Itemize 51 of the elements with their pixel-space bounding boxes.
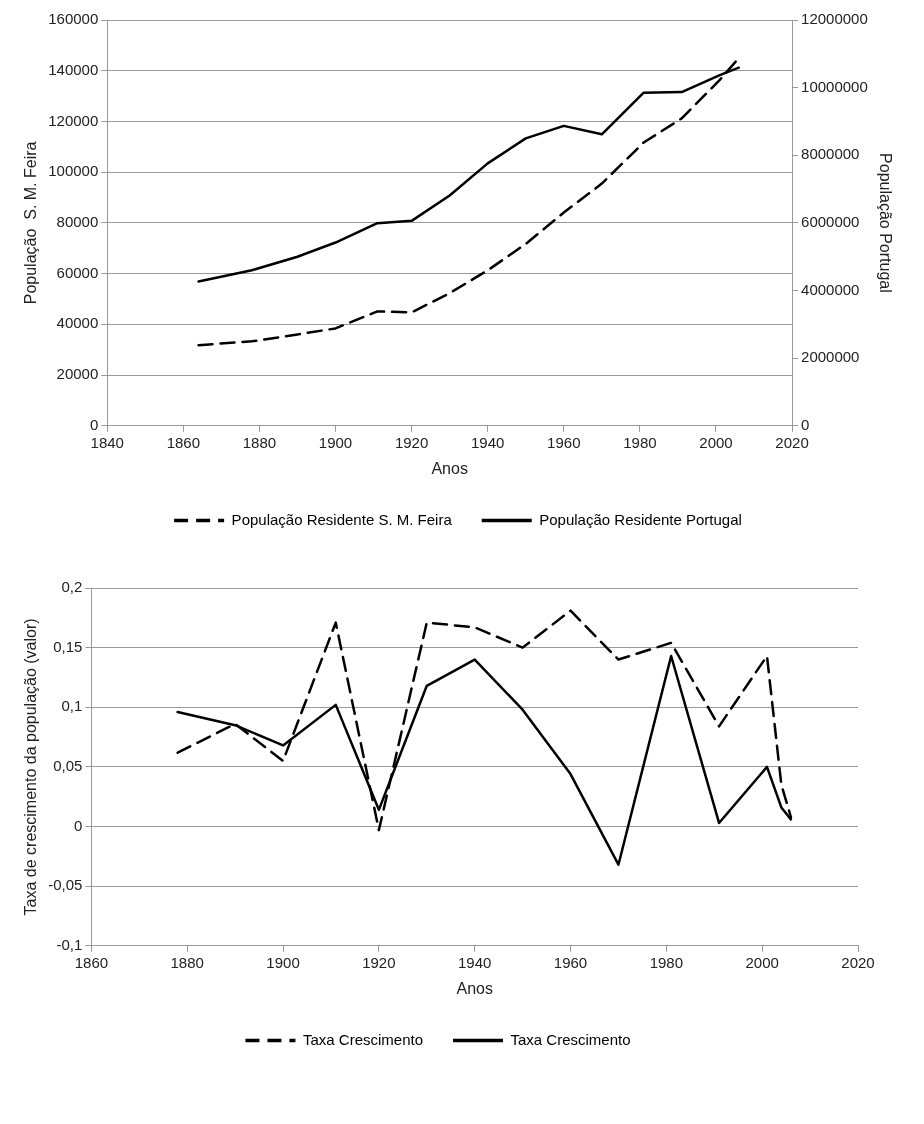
- x-tick-label: 1860: [166, 433, 201, 451]
- y-tick-label: 0,05: [53, 757, 83, 775]
- x-tick-label: 1940: [471, 433, 505, 451]
- y-axis-title: Taxa de crescimento da população (valor): [22, 618, 40, 916]
- legend-label: Taxa Crescimento: [302, 1030, 423, 1048]
- x-axis-title: Anos: [456, 979, 493, 997]
- x-tick-label: 1840: [90, 433, 124, 451]
- legend-label: População Residente S. M. Feira: [231, 510, 453, 528]
- y-tick-label: 120000: [48, 111, 99, 129]
- y-tick-label: 0,15: [53, 637, 83, 655]
- x-tick-label: 1920: [394, 433, 429, 451]
- y2-tick-label: 0: [801, 415, 810, 433]
- y2-tick-label: 12000000: [801, 10, 868, 28]
- y-tick-label: 20000: [56, 365, 99, 383]
- x-tick-label: 1960: [553, 953, 588, 971]
- y2-tick-label: 6000000: [801, 213, 860, 231]
- x-tick-label: 1940: [458, 953, 492, 971]
- x-tick-label: 1900: [318, 433, 353, 451]
- y-tick-label: 140000: [48, 60, 99, 78]
- x-tick-label: 2020: [841, 953, 875, 971]
- x-axis-title: Anos: [431, 459, 468, 477]
- y-tick-label: -0,1: [56, 935, 83, 953]
- y2-tick-label: 10000000: [801, 77, 868, 95]
- x-tick-label: 1980: [623, 433, 657, 451]
- x-tick-label: 1900: [266, 953, 300, 971]
- y-tick-label: 80000: [56, 213, 99, 231]
- x-tick-label: 2000: [699, 433, 733, 451]
- legend-label: População Residente Portugal: [539, 510, 742, 528]
- y-tick-label: 0,2: [61, 578, 83, 596]
- x-tick-label: 1880: [170, 953, 204, 971]
- x-tick-label: 1920: [362, 953, 396, 971]
- y-tick-label: 0,1: [61, 697, 83, 715]
- y-tick-label: 60000: [56, 263, 99, 281]
- y-tick-label: 40000: [56, 314, 99, 332]
- x-tick-label: 1980: [649, 953, 684, 971]
- y2-tick-label: 2000000: [801, 348, 860, 366]
- legend-label: Taxa Crescimento: [510, 1030, 631, 1048]
- x-tick-label: 1960: [547, 433, 581, 451]
- x-tick-label: 1860: [74, 953, 109, 971]
- y2-axis-title: População Portugal: [876, 153, 894, 293]
- x-tick-label: 2000: [745, 953, 779, 971]
- y-tick-label: 160000: [48, 10, 99, 28]
- y-tick-label: -0,05: [48, 876, 83, 894]
- y2-tick-label: 4000000: [801, 280, 860, 298]
- y-tick-label: 100000: [48, 162, 99, 180]
- x-tick-label: 1880: [242, 433, 277, 451]
- x-tick-label: 2020: [775, 433, 809, 451]
- y-tick-label: 0: [74, 816, 83, 834]
- y-axis-title: População S. M. Feira: [22, 141, 40, 305]
- y2-tick-label: 8000000: [801, 145, 860, 163]
- y-tick-label: 0: [89, 415, 99, 433]
